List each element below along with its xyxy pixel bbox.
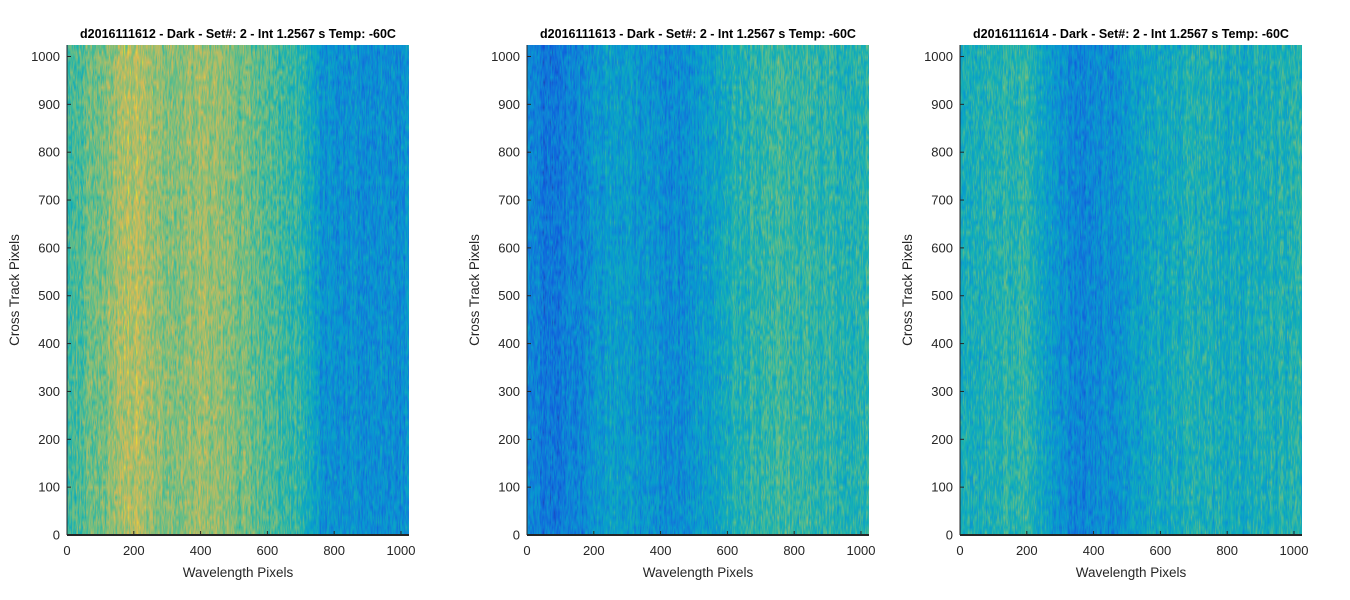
x-tick-label: 200 [123, 543, 145, 558]
x-tick-label: 800 [323, 543, 345, 558]
chart-title: d2016111613 - Dark - Set#: 2 - Int 1.256… [540, 27, 856, 41]
y-tick-label: 100 [498, 480, 520, 495]
y-tick-label: 1000 [491, 49, 520, 64]
y-tick-label: 900 [931, 97, 953, 112]
y-tick-label: 800 [38, 145, 60, 160]
panel-2: d2016111613 - Dark - Set#: 2 - Int 1.256… [460, 0, 900, 600]
y-tick-label: 800 [498, 145, 520, 160]
x-axis-label: Wavelength Pixels [643, 565, 754, 580]
y-tick-label: 400 [498, 336, 520, 351]
y-tick-label: 700 [498, 193, 520, 208]
x-tick-label: 800 [1216, 543, 1238, 558]
heatmap-image [527, 45, 869, 535]
x-tick-label: 1000 [1280, 543, 1309, 558]
y-tick-label: 200 [498, 432, 520, 447]
y-axis-label: Cross Track Pixels [7, 234, 22, 346]
y-tick-label: 600 [931, 240, 953, 255]
heatmap-chart-1: d2016111612 - Dark - Set#: 2 - Int 1.256… [7, 27, 415, 580]
chart-title: d2016111612 - Dark - Set#: 2 - Int 1.256… [80, 27, 396, 41]
x-axis-label: Wavelength Pixels [183, 565, 294, 580]
y-tick-label: 500 [931, 288, 953, 303]
heatmap-image [67, 45, 409, 535]
y-tick-label: 900 [498, 97, 520, 112]
x-tick-label: 0 [956, 543, 963, 558]
y-tick-label: 1000 [924, 49, 953, 64]
y-tick-label: 400 [38, 336, 60, 351]
y-tick-label: 700 [38, 193, 60, 208]
panel-3: d2016111614 - Dark - Set#: 2 - Int 1.256… [893, 0, 1343, 600]
x-tick-label: 0 [523, 543, 530, 558]
y-axis-label: Cross Track Pixels [900, 234, 915, 346]
y-tick-label: 900 [38, 97, 60, 112]
y-tick-label: 600 [38, 240, 60, 255]
y-tick-label: 200 [38, 432, 60, 447]
x-tick-label: 400 [190, 543, 212, 558]
y-tick-label: 500 [38, 288, 60, 303]
x-tick-label: 600 [717, 543, 739, 558]
x-tick-label: 400 [650, 543, 672, 558]
x-tick-label: 0 [63, 543, 70, 558]
plot-area: 0 200 400 600 800 1000 0 100 200 300 400 500 600 700 8… [31, 45, 415, 558]
y-tick-label: 800 [931, 145, 953, 160]
y-tick-label: 100 [931, 480, 953, 495]
y-tick-label: 1000 [31, 49, 60, 64]
plot-area: 0 200 400 600 800 1000 0 100 200 300 400 500 600 700 8… [491, 45, 875, 558]
heatmap-chart-2: d2016111613 - Dark - Set#: 2 - Int 1.256… [467, 27, 875, 580]
x-tick-label: 800 [783, 543, 805, 558]
y-tick-label: 400 [931, 336, 953, 351]
y-tick-label: 300 [931, 384, 953, 399]
y-tick-label: 300 [498, 384, 520, 399]
y-tick-label: 500 [498, 288, 520, 303]
x-tick-label: 200 [583, 543, 605, 558]
y-tick-label: 200 [931, 432, 953, 447]
chart-title: d2016111614 - Dark - Set#: 2 - Int 1.256… [973, 27, 1289, 41]
y-tick-label: 0 [513, 528, 520, 543]
y-tick-label: 100 [38, 480, 60, 495]
y-tick-label: 0 [946, 528, 953, 543]
y-axis-label: Cross Track Pixels [467, 234, 482, 346]
y-tick-label: 300 [38, 384, 60, 399]
plot-area: 0 200 400 600 800 1000 0 100 200 300 400 500 600 700 8… [924, 45, 1308, 558]
y-tick-label: 0 [53, 528, 60, 543]
heatmap-chart-3: d2016111614 - Dark - Set#: 2 - Int 1.256… [900, 27, 1308, 580]
y-tick-label: 600 [498, 240, 520, 255]
x-tick-label: 1000 [387, 543, 416, 558]
y-tick-label: 700 [931, 193, 953, 208]
heatmap-image [960, 45, 1302, 535]
x-tick-label: 600 [1150, 543, 1172, 558]
x-tick-label: 600 [257, 543, 279, 558]
x-tick-label: 1000 [847, 543, 876, 558]
x-tick-label: 400 [1083, 543, 1105, 558]
panel-1: d2016111612 - Dark - Set#: 2 - Int 1.256… [0, 0, 450, 600]
x-tick-label: 200 [1016, 543, 1038, 558]
x-axis-label: Wavelength Pixels [1076, 565, 1187, 580]
